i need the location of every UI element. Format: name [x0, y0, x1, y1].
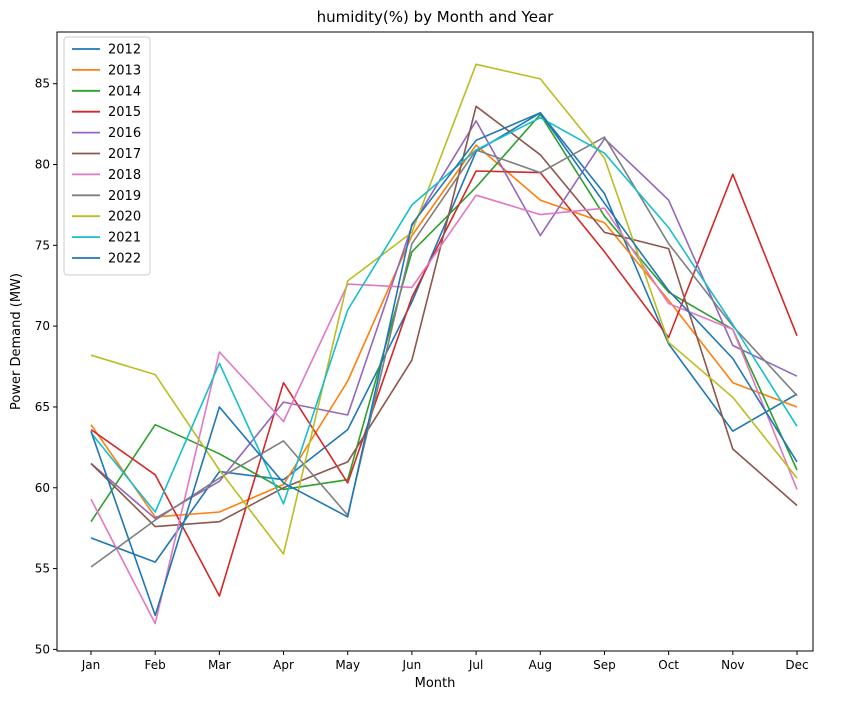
series-line-2017: [90, 105, 798, 528]
x-tick-label: May: [335, 658, 360, 672]
legend-label-2017: 2017: [108, 147, 141, 162]
x-tick-label: Jul: [468, 658, 483, 672]
x-tick-label: Jan: [81, 658, 101, 672]
legend-label-2021: 2021: [108, 231, 141, 246]
legend-label-2013: 2013: [108, 63, 141, 78]
series-line-2018: [90, 194, 798, 625]
chart-title: humidity(%) by Month and Year: [317, 8, 554, 26]
y-tick-label: 75: [35, 238, 50, 252]
series-line-2020: [90, 63, 798, 555]
legend-label-2022: 2022: [108, 252, 141, 267]
legend-label-2020: 2020: [108, 210, 141, 225]
y-tick-label: 85: [35, 77, 50, 91]
y-tick-label: 65: [35, 400, 50, 414]
y-tick-label: 60: [35, 481, 50, 495]
x-tick-label: Oct: [658, 658, 679, 672]
series-line-2014: [90, 113, 798, 523]
series-line-2022: [90, 112, 798, 617]
legend-label-2012: 2012: [108, 43, 141, 58]
x-tick-label: Dec: [785, 658, 808, 672]
y-tick-label: 70: [35, 319, 50, 333]
legend-label-2016: 2016: [108, 126, 141, 141]
legend-label-2019: 2019: [108, 189, 141, 204]
legend: 2012 2013 2014 2015 2016 2017 2018 2019 2020 2021…: [63, 36, 151, 276]
axes-layer: Jan Feb Mar Apr May Jun Jul Aug Sep Oct Nov Dec 50 55…: [35, 31, 814, 672]
x-tick-label: Jun: [402, 658, 422, 672]
y-tick-label: 80: [35, 158, 50, 172]
x-tick-label: Mar: [208, 658, 231, 672]
y-tick-label: 55: [35, 562, 50, 576]
x-tick-label: Apr: [273, 658, 294, 672]
legend-label-2014: 2014: [108, 84, 141, 99]
series-line-2021: [90, 116, 798, 513]
y-tick-label: 50: [35, 642, 50, 656]
legend-label-2015: 2015: [108, 105, 141, 120]
series-line-2016: [90, 120, 798, 520]
x-tick-label: Sep: [593, 658, 616, 672]
plot-frame: [56, 31, 814, 652]
x-tick-label: Feb: [145, 658, 166, 672]
series-line-2013: [90, 144, 798, 518]
series-line-2019: [90, 136, 798, 568]
y-axis-label: Power Demand (MW): [9, 273, 24, 410]
series-layer: [90, 63, 798, 625]
x-tick-label: Aug: [529, 658, 552, 672]
x-tick-label: Nov: [721, 658, 744, 672]
legend-label-2018: 2018: [108, 168, 141, 183]
x-axis-label: Month: [415, 676, 456, 691]
